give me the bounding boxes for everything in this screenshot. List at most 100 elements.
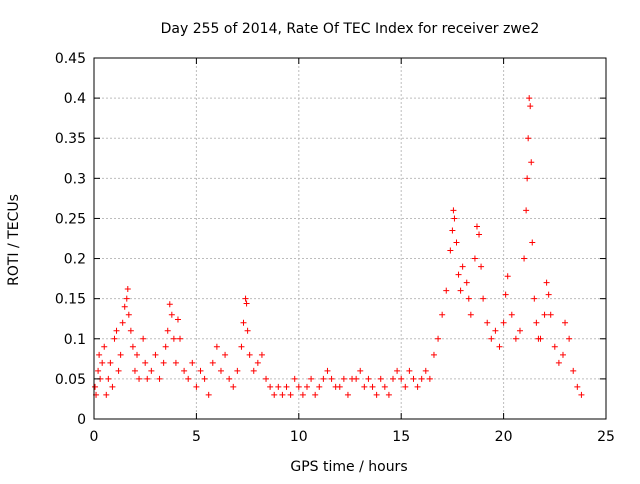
- roti-point: [422, 367, 429, 374]
- roti-point: [209, 359, 216, 366]
- roti-point: [328, 375, 335, 382]
- roti-point: [105, 375, 112, 382]
- roti-point: [449, 227, 456, 234]
- roti-point: [480, 295, 487, 302]
- roti-point: [418, 375, 425, 382]
- roti-point: [103, 391, 110, 398]
- roti-point: [177, 335, 184, 342]
- x-tick-label: 5: [192, 429, 201, 445]
- roti-point: [156, 375, 163, 382]
- roti-point: [562, 319, 569, 326]
- roti-point: [254, 359, 261, 366]
- roti-point: [95, 367, 102, 374]
- roti-point: [99, 359, 106, 366]
- roti-point: [246, 351, 253, 358]
- roti-point: [471, 255, 478, 262]
- roti-point: [531, 295, 538, 302]
- roti-point: [238, 343, 245, 350]
- roti-point: [521, 255, 528, 262]
- x-axis-label: GPS time / hours: [290, 459, 407, 475]
- roti-point: [189, 359, 196, 366]
- roti-point: [463, 279, 470, 286]
- roti-point: [381, 383, 388, 390]
- roti-point: [430, 351, 437, 358]
- roti-point: [402, 383, 409, 390]
- roti-point: [242, 295, 249, 302]
- roti-point: [222, 351, 229, 358]
- roti-point: [537, 335, 544, 342]
- roti-point: [377, 375, 384, 382]
- roti-point: [406, 367, 413, 374]
- roti-point: [492, 327, 499, 334]
- roti-point: [385, 391, 392, 398]
- roti-point: [502, 291, 509, 298]
- roti-point: [152, 351, 159, 358]
- plot-frame: [93, 57, 607, 420]
- roti-point: [484, 319, 491, 326]
- roti-point: [258, 351, 265, 358]
- y-tick-label: 0.3: [64, 171, 86, 187]
- roti-point: [543, 279, 550, 286]
- roti-point: [168, 311, 175, 318]
- roti-point: [101, 343, 108, 350]
- roti-point: [312, 391, 319, 398]
- chart-title: Day 255 of 2014, Rate Of TEC Index for r…: [161, 21, 540, 37]
- roti-point: [144, 375, 151, 382]
- roti-point: [324, 367, 331, 374]
- roti-point: [435, 335, 442, 342]
- roti-point: [240, 319, 247, 326]
- roti-point: [140, 335, 147, 342]
- roti-point: [426, 375, 433, 382]
- roti-point: [566, 335, 573, 342]
- roti-point: [476, 231, 483, 238]
- roti-point: [226, 375, 233, 382]
- roti-point: [92, 383, 99, 390]
- roti-point: [164, 327, 171, 334]
- roti-point: [439, 311, 446, 318]
- roti-point: [96, 351, 103, 358]
- roti-point: [559, 351, 566, 358]
- x-tick-label: 15: [392, 429, 410, 445]
- roti-point: [117, 351, 124, 358]
- x-tick-label: 0: [90, 429, 99, 445]
- roti-point: [353, 375, 360, 382]
- roti-point: [299, 391, 306, 398]
- roti-point: [525, 135, 532, 142]
- roti-point: [295, 383, 302, 390]
- roti-point: [124, 286, 131, 293]
- y-tick-label: 0.2: [64, 252, 86, 268]
- roti-point: [570, 367, 577, 374]
- roti-point: [279, 391, 286, 398]
- roti-point: [170, 335, 177, 342]
- roti-point: [320, 375, 327, 382]
- roti-point: [398, 375, 405, 382]
- roti-point: [275, 383, 282, 390]
- roti-point: [244, 327, 251, 334]
- roti-point: [357, 367, 364, 374]
- roti-point: [496, 343, 503, 350]
- roti-point: [500, 319, 507, 326]
- roti-point: [193, 383, 200, 390]
- roti-point: [465, 295, 472, 302]
- roti-point: [574, 383, 581, 390]
- y-tick-label: 0.35: [55, 131, 86, 147]
- roti-point: [369, 383, 376, 390]
- roti-point: [541, 311, 548, 318]
- y-tick-label: 0.4: [64, 91, 86, 107]
- roti-point: [547, 311, 554, 318]
- roti-point: [488, 335, 495, 342]
- roti-point: [142, 359, 149, 366]
- roti-point: [250, 367, 257, 374]
- roti-point: [545, 291, 552, 298]
- roti-point: [267, 383, 274, 390]
- roti-point: [115, 367, 122, 374]
- roti-point: [263, 375, 270, 382]
- roti-point: [205, 391, 212, 398]
- roti-point: [162, 343, 169, 350]
- roti-point: [410, 375, 417, 382]
- roti-point: [308, 375, 315, 382]
- roti-point: [129, 343, 136, 350]
- roti-point: [134, 351, 141, 358]
- roti-point: [172, 359, 179, 366]
